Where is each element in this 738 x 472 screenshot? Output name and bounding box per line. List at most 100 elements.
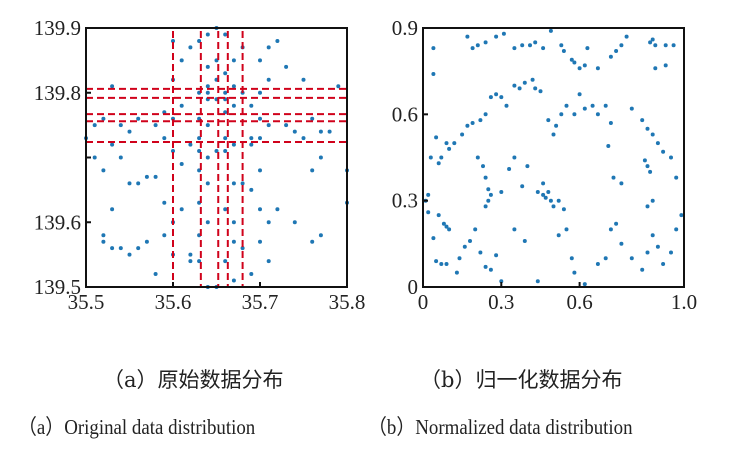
data-point <box>541 181 546 186</box>
data-point <box>674 227 679 232</box>
data-point <box>569 256 574 261</box>
data-point <box>136 246 141 251</box>
data-point <box>441 221 446 226</box>
data-point <box>655 141 660 146</box>
data-point <box>561 207 566 212</box>
data-point <box>258 239 262 244</box>
data-point <box>426 210 431 215</box>
data-point <box>336 84 341 89</box>
data-point <box>608 227 613 232</box>
data-point <box>223 71 228 76</box>
data-point <box>153 272 158 276</box>
data-point <box>266 123 271 128</box>
data-point <box>619 43 624 48</box>
data-point <box>488 192 493 197</box>
data-point <box>554 123 559 128</box>
data-point <box>426 192 431 197</box>
caption-a-chinese: （a）原始数据分布 <box>103 368 284 392</box>
data-point <box>481 164 485 169</box>
data-point <box>488 267 493 272</box>
data-point <box>431 236 436 241</box>
data-point <box>520 184 525 189</box>
data-point <box>650 198 655 203</box>
data-point <box>470 46 475 51</box>
data-point <box>101 233 106 238</box>
data-point <box>92 155 97 160</box>
data-point <box>501 31 506 36</box>
data-point <box>478 250 483 255</box>
data-point <box>533 86 538 91</box>
caption-a-english: （a）Original data distribution <box>18 415 256 439</box>
data-point <box>292 129 297 134</box>
data-point <box>650 233 655 238</box>
data-point <box>144 239 149 244</box>
data-point <box>546 190 551 194</box>
data-point <box>585 46 590 51</box>
data-point <box>512 227 517 232</box>
data-point <box>538 89 543 94</box>
data-point <box>470 121 475 125</box>
data-point <box>118 155 123 160</box>
data-point <box>653 43 658 48</box>
data-point <box>136 181 141 186</box>
data-point <box>653 66 658 71</box>
data-point <box>548 198 553 203</box>
x-tick-label: 35.5 <box>68 290 105 314</box>
data-point <box>520 43 525 48</box>
data-point <box>572 112 577 117</box>
data-point <box>127 252 132 257</box>
data-point <box>486 187 491 192</box>
data-point <box>603 103 608 108</box>
data-point <box>572 270 577 275</box>
data-point <box>642 158 647 163</box>
data-point <box>223 259 228 264</box>
data-point <box>188 252 193 257</box>
data-point <box>478 118 483 123</box>
data-point <box>231 142 236 147</box>
data-point <box>559 112 564 117</box>
data-point <box>663 43 668 48</box>
data-point <box>310 239 315 244</box>
data-point <box>457 256 462 261</box>
data-point <box>179 162 184 166</box>
data-point <box>444 262 449 266</box>
data-point <box>223 136 228 141</box>
data-point <box>572 60 577 65</box>
data-point <box>188 259 193 264</box>
data-point <box>483 204 488 209</box>
data-point <box>564 103 569 108</box>
data-point <box>179 58 184 63</box>
data-point <box>582 106 587 111</box>
data-point <box>205 90 210 95</box>
data-point <box>266 45 271 50</box>
data-point <box>619 241 624 246</box>
y-tick-label: 139.6 <box>34 210 81 234</box>
data-point <box>640 267 645 272</box>
data-point <box>541 46 546 51</box>
data-point <box>679 213 684 218</box>
data-point <box>645 164 650 169</box>
data-point <box>551 132 556 137</box>
data-point <box>179 103 184 108</box>
data-point <box>284 123 289 128</box>
plot-frame <box>422 27 685 288</box>
data-point <box>444 224 449 229</box>
data-point <box>650 37 655 42</box>
data-point <box>486 198 491 203</box>
x-tick-label: 35.6 <box>155 290 192 314</box>
caption-b-chinese: （b）归一化数据分布 <box>420 368 623 392</box>
data-point <box>197 136 202 141</box>
data-point <box>310 116 315 121</box>
data-point <box>205 220 210 225</box>
y-tick-label: 139.9 <box>34 16 81 40</box>
data-point <box>559 43 564 48</box>
data-point <box>645 204 650 209</box>
data-point <box>452 141 457 146</box>
data-point <box>162 136 167 141</box>
data-point <box>258 136 262 141</box>
data-point <box>462 244 467 249</box>
data-point <box>92 123 97 128</box>
data-point <box>494 92 499 97</box>
y-tick-label: 0.9 <box>392 16 418 40</box>
data-point <box>118 123 123 128</box>
